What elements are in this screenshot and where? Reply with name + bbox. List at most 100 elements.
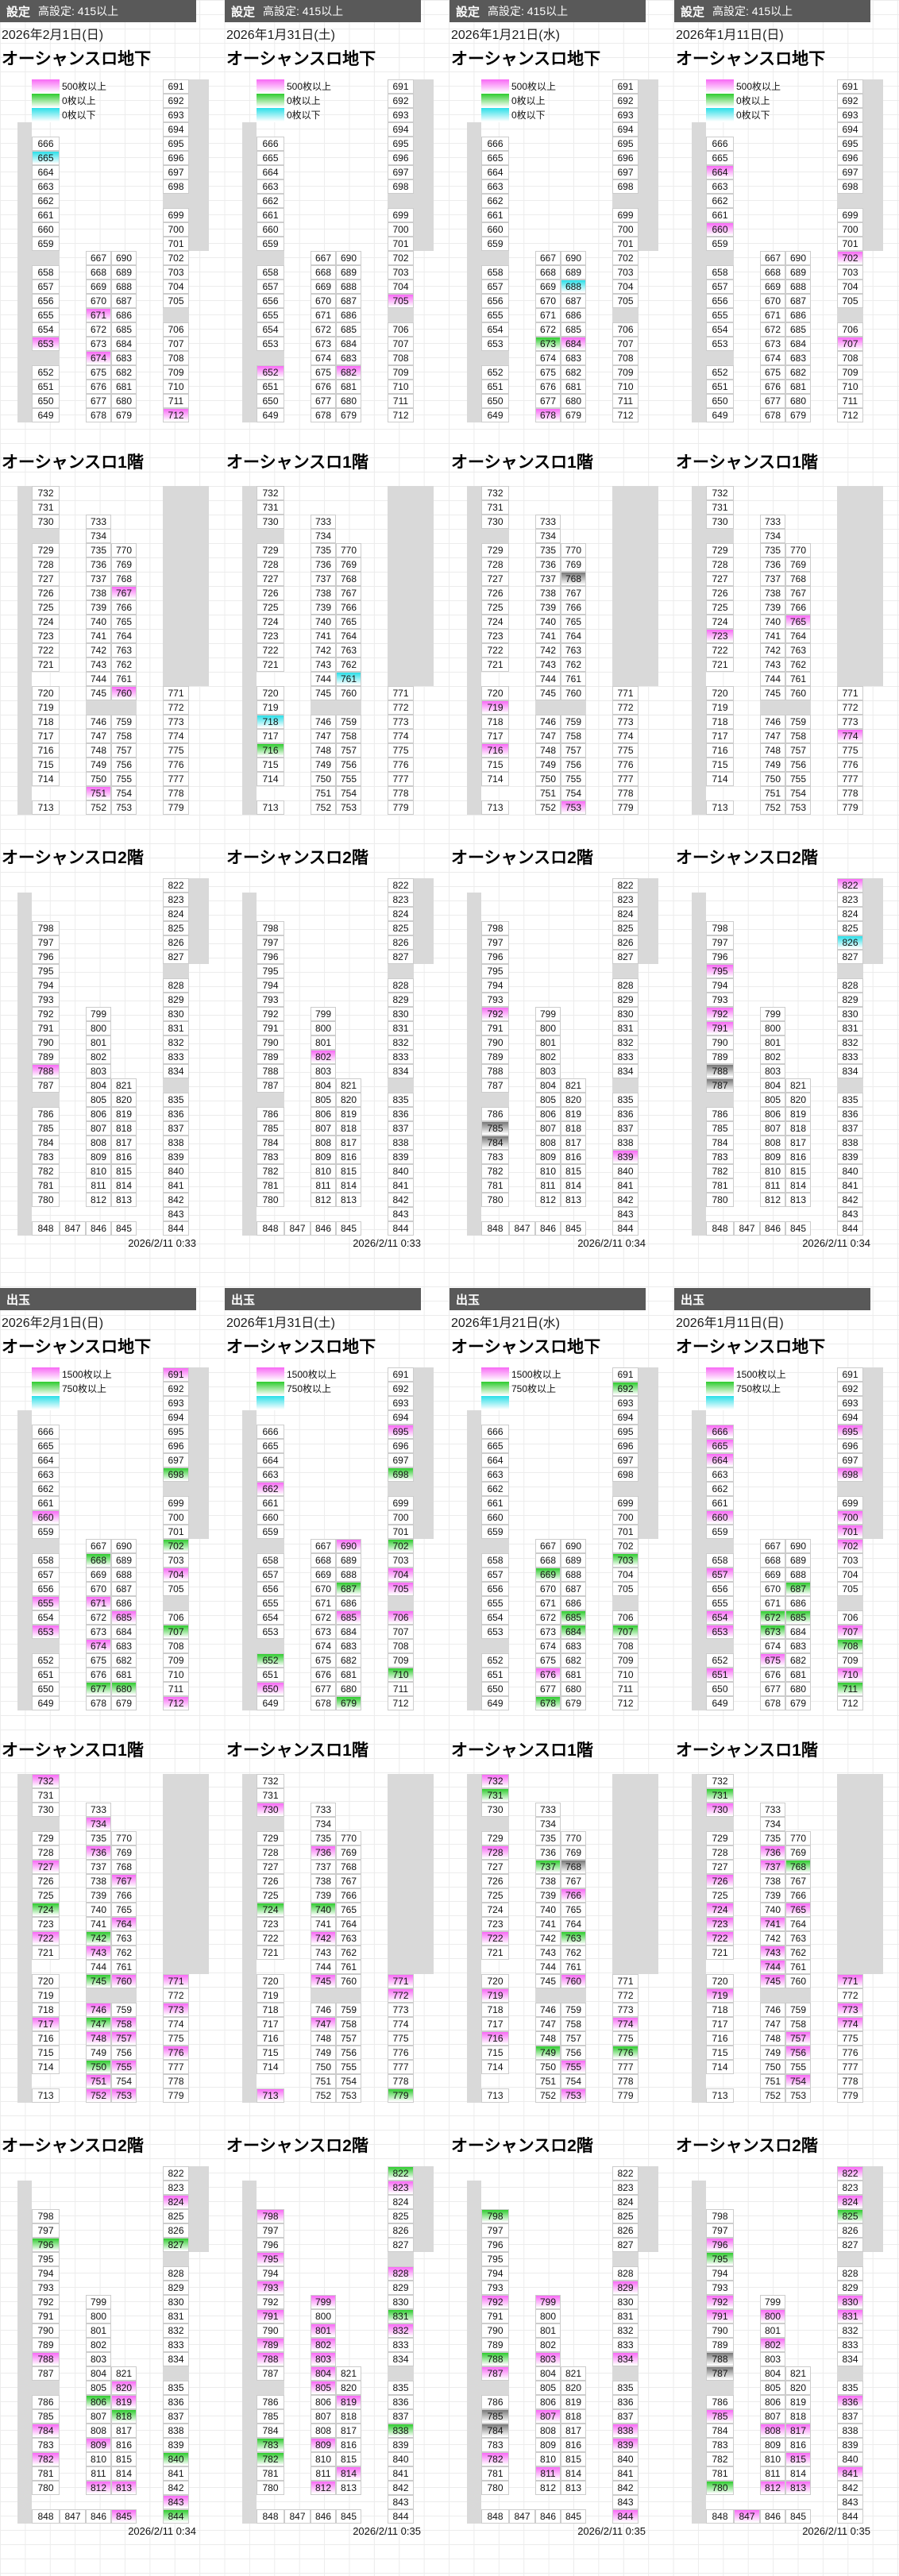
machine-cell: 787 xyxy=(257,1078,284,1093)
floor-map-chika: 500枚以上 0枚以上 0枚以下 691 692 693 694 666 695 665 696 66… xyxy=(450,79,674,422)
machine-cell: 665 xyxy=(481,1439,509,1453)
machine-cell: 798 xyxy=(706,921,734,935)
machine-cell: 801 xyxy=(311,1035,336,1050)
machine-cell: 773 xyxy=(163,715,189,729)
floor-map-f1: 732 731 730 733 734 729 735 770 728 736 769 727 737 7… xyxy=(225,1774,450,2103)
machine-cell: 804 xyxy=(86,2366,111,2381)
machine-cell: 807 xyxy=(535,1121,561,1136)
machine-cell: 711 xyxy=(612,1682,639,1696)
machine-cell: 780 xyxy=(257,2481,284,2495)
generated-timestamp: 2026/2/11 0:34 xyxy=(128,2525,196,2537)
machine-cell: 689 xyxy=(785,265,811,280)
date-label: 2026年1月11日(日) xyxy=(676,1317,784,1330)
aisle-band xyxy=(467,2181,481,2524)
legend-label: 750枚以上 xyxy=(287,1383,332,1394)
machine-cell: 682 xyxy=(336,1653,361,1668)
machine-cell: 666 xyxy=(706,1425,734,1439)
machine-cell: 844 xyxy=(612,1221,639,1236)
machine-cell: 793 xyxy=(257,2281,284,2295)
aisle-cell xyxy=(336,1988,361,2003)
machine-cell: 782 xyxy=(32,1164,60,1178)
aisle-band xyxy=(837,1774,863,1974)
machine-cell: 813 xyxy=(785,1193,811,1207)
machine-cell: 704 xyxy=(837,280,863,294)
machine-cell: 825 xyxy=(163,921,189,935)
machine-cell: 698 xyxy=(163,1467,189,1482)
machine-cell: 758 xyxy=(111,729,137,743)
machine-cell: 804 xyxy=(311,2366,336,2381)
machine-cell: 799 xyxy=(86,2295,111,2309)
machine-cell: 821 xyxy=(785,1078,811,1093)
machine-cell: 674 xyxy=(311,1639,336,1653)
machine-cell: 664 xyxy=(481,1453,509,1467)
machine-cell: 785 xyxy=(257,1121,284,1136)
machine-cell: 834 xyxy=(612,1064,639,1078)
machine-cell: 767 xyxy=(785,1874,811,1888)
machine-cell: 794 xyxy=(32,2266,60,2281)
machine-cell: 710 xyxy=(612,380,639,394)
machine-cell: 807 xyxy=(86,1121,111,1136)
machine-cell: 715 xyxy=(257,2046,284,2060)
machine-cell: 718 xyxy=(257,715,284,729)
machine-cell: 695 xyxy=(612,137,639,151)
machine-cell: 802 xyxy=(535,2338,561,2352)
machine-cell: 747 xyxy=(535,2017,561,2031)
machine-cell: 771 xyxy=(612,1974,639,1988)
date-label: 2026年1月11日(日) xyxy=(676,29,784,42)
machine-cell: 727 xyxy=(706,1860,734,1874)
machine-cell: 707 xyxy=(837,337,863,351)
machine-cell: 783 xyxy=(32,1150,60,1164)
machine-cell: 685 xyxy=(111,322,137,337)
machine-cell: 659 xyxy=(706,1525,734,1539)
machine-cell: 757 xyxy=(785,2031,811,2046)
machine-cell: 656 xyxy=(257,1582,284,1596)
aisle-cell xyxy=(388,1596,414,1610)
machine-cell: 652 xyxy=(257,1653,284,1668)
aisle-band xyxy=(863,486,883,686)
machine-cell: 824 xyxy=(163,2195,189,2209)
machine-cell: 847 xyxy=(509,1221,535,1236)
machine-cell: 650 xyxy=(481,394,509,408)
machine-cell: 690 xyxy=(561,251,586,265)
machine-cell: 789 xyxy=(32,2338,60,2352)
machine-cell: 705 xyxy=(612,1582,639,1596)
machine-cell: 678 xyxy=(535,408,561,422)
machine-cell: 694 xyxy=(837,122,863,137)
machine-cell: 722 xyxy=(32,1931,60,1945)
machine-cell: 733 xyxy=(311,1803,336,1817)
machine-cell: 759 xyxy=(561,715,586,729)
machine-cell: 697 xyxy=(837,165,863,179)
machine-cell: 795 xyxy=(257,964,284,978)
machine-cell: 811 xyxy=(86,1178,111,1193)
machine-cell: 738 xyxy=(760,586,785,600)
machine-cell: 820 xyxy=(561,1093,586,1107)
machine-cell: 672 xyxy=(760,322,785,337)
machine-cell: 680 xyxy=(111,394,137,408)
machine-cell: 722 xyxy=(257,643,284,657)
aisle-cell xyxy=(163,194,189,208)
machine-cell: 720 xyxy=(32,1974,60,1988)
machine-cell: 844 xyxy=(837,1221,863,1236)
aisle-band xyxy=(242,893,257,1236)
machine-cell: 809 xyxy=(535,2438,561,2452)
machine-cell: 754 xyxy=(561,2074,586,2088)
machine-cell: 683 xyxy=(561,1639,586,1653)
machine-cell: 719 xyxy=(32,700,60,715)
legend-label: 1500枚以上 xyxy=(287,1369,337,1380)
machine-cell: 719 xyxy=(257,700,284,715)
machine-cell: 813 xyxy=(111,1193,137,1207)
machine-cell: 750 xyxy=(535,2060,561,2074)
machine-cell: 824 xyxy=(163,907,189,921)
machine-cell: 693 xyxy=(837,1396,863,1410)
machine-cell: 818 xyxy=(336,1121,361,1136)
machine-cell: 658 xyxy=(257,1553,284,1568)
machine-cell: 685 xyxy=(561,1610,586,1625)
machine-cell: 731 xyxy=(706,500,734,515)
machine-cell: 754 xyxy=(336,2074,361,2088)
aisle-cell xyxy=(257,1639,284,1653)
machine-cell: 760 xyxy=(111,1974,137,1988)
machine-cell: 826 xyxy=(612,935,639,950)
machine-cell: 702 xyxy=(612,1539,639,1553)
machine-cell: 824 xyxy=(837,2195,863,2209)
machine-cell: 796 xyxy=(257,950,284,964)
